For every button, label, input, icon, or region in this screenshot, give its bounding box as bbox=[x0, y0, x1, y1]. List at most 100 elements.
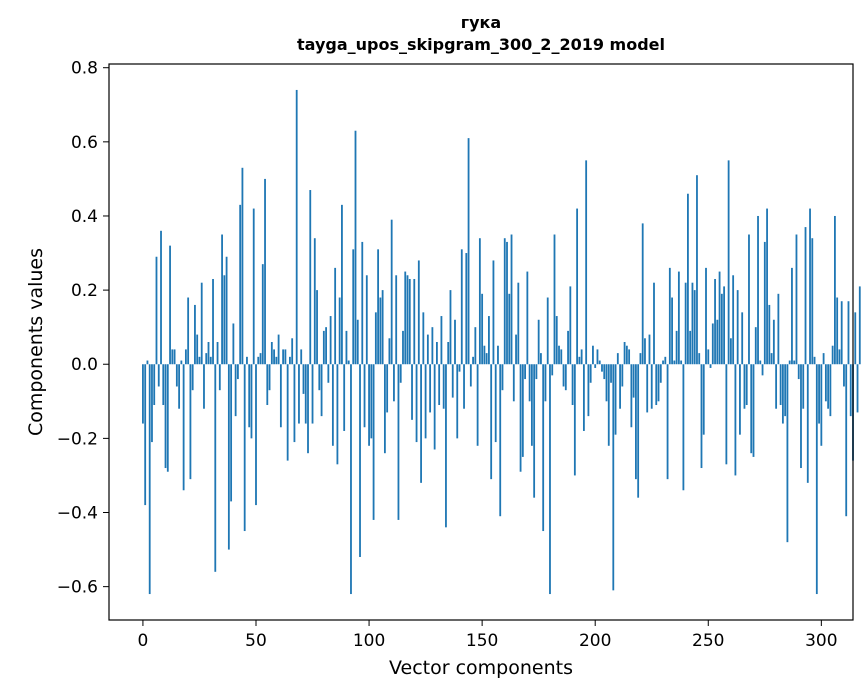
bar bbox=[411, 364, 413, 420]
bar bbox=[791, 267, 793, 365]
bar bbox=[675, 330, 678, 365]
bar bbox=[820, 364, 823, 446]
bar bbox=[180, 360, 183, 365]
bar bbox=[307, 364, 309, 454]
bar bbox=[345, 330, 348, 365]
bar bbox=[298, 364, 300, 424]
bar bbox=[537, 319, 540, 365]
bar bbox=[843, 364, 845, 387]
plot-area-frame bbox=[108, 63, 854, 621]
bar bbox=[499, 364, 502, 517]
bar bbox=[234, 364, 237, 417]
bar bbox=[336, 364, 339, 465]
bar bbox=[257, 356, 260, 365]
bar bbox=[736, 290, 739, 365]
bar bbox=[671, 297, 673, 365]
bar bbox=[343, 364, 346, 431]
bar bbox=[329, 316, 332, 365]
bar bbox=[218, 364, 221, 391]
bar bbox=[361, 241, 364, 365]
bar bbox=[277, 334, 280, 365]
bar bbox=[157, 364, 160, 387]
bar bbox=[316, 290, 318, 365]
bar bbox=[849, 364, 852, 417]
bar bbox=[146, 360, 149, 365]
bar bbox=[309, 190, 312, 365]
bar bbox=[526, 271, 529, 365]
bar bbox=[528, 364, 531, 402]
bar bbox=[426, 334, 429, 365]
bar bbox=[338, 297, 341, 365]
bar bbox=[293, 364, 296, 443]
bar bbox=[291, 338, 294, 365]
bar bbox=[264, 178, 266, 365]
bar bbox=[363, 364, 366, 428]
bar bbox=[424, 364, 427, 439]
bar bbox=[680, 360, 683, 365]
bar bbox=[630, 364, 633, 428]
bar bbox=[153, 364, 156, 406]
bar bbox=[227, 364, 230, 550]
bar bbox=[223, 275, 226, 365]
bar bbox=[239, 204, 242, 365]
bar bbox=[169, 245, 171, 365]
y-tick-label: 0.8 bbox=[71, 59, 98, 79]
bar bbox=[379, 297, 382, 365]
bar bbox=[806, 364, 809, 483]
bar bbox=[166, 364, 169, 472]
bar bbox=[691, 282, 694, 365]
bar bbox=[481, 293, 484, 365]
bar bbox=[151, 364, 153, 443]
bar bbox=[625, 345, 628, 365]
bar bbox=[709, 364, 712, 368]
bar bbox=[795, 234, 798, 365]
x-tick-label: 250 bbox=[692, 631, 724, 651]
bar bbox=[304, 364, 307, 424]
bar bbox=[490, 364, 493, 480]
y-tick-label: 0.0 bbox=[71, 355, 98, 375]
bar bbox=[677, 271, 680, 365]
bar bbox=[632, 364, 635, 398]
x-tick-label: 150 bbox=[466, 631, 498, 651]
bar bbox=[700, 364, 703, 469]
bar bbox=[230, 364, 233, 502]
bar bbox=[341, 204, 343, 365]
bar bbox=[754, 327, 757, 365]
bar bbox=[752, 364, 755, 457]
bar bbox=[657, 364, 660, 402]
bar bbox=[460, 249, 463, 365]
bar bbox=[503, 238, 506, 365]
bar bbox=[759, 360, 762, 365]
x-tick-label: 0 bbox=[138, 631, 149, 651]
bar bbox=[194, 304, 196, 365]
bar bbox=[831, 345, 834, 365]
bar bbox=[408, 278, 411, 365]
bar bbox=[729, 338, 732, 365]
bar bbox=[325, 327, 327, 365]
bar bbox=[273, 349, 275, 365]
bar bbox=[221, 234, 223, 365]
bar bbox=[178, 364, 181, 409]
bar bbox=[549, 364, 551, 595]
bar bbox=[232, 323, 235, 365]
bar bbox=[365, 275, 368, 365]
bar bbox=[775, 364, 778, 409]
bar bbox=[777, 293, 780, 365]
bar bbox=[295, 89, 298, 365]
x-tick-label: 200 bbox=[579, 631, 611, 651]
bar bbox=[809, 208, 811, 365]
bar bbox=[659, 364, 662, 383]
bar bbox=[802, 364, 805, 409]
bar bbox=[422, 312, 425, 365]
bar bbox=[589, 364, 592, 383]
bar bbox=[286, 364, 289, 461]
bar bbox=[605, 364, 608, 402]
bar bbox=[225, 256, 228, 365]
bar bbox=[420, 364, 422, 483]
bar bbox=[465, 253, 468, 365]
bar bbox=[334, 267, 337, 365]
bar bbox=[732, 275, 735, 365]
bar bbox=[474, 327, 477, 365]
y-tick-label: −0.6 bbox=[57, 578, 98, 598]
bar bbox=[772, 319, 775, 365]
